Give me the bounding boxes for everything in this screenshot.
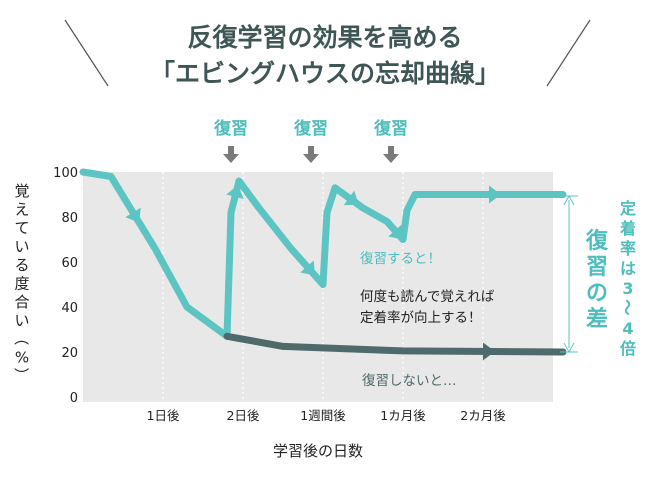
x-axis-label: 学習後の日数: [273, 442, 363, 460]
x-tick-labels: 1日後 2日後 1週間後 1カ月後 2カ月後: [147, 408, 507, 423]
y-tick-label: 0: [70, 391, 78, 406]
series-arrowhead: [388, 224, 403, 240]
x-tick-label: 1カ月後: [380, 408, 426, 423]
y-tick-label: 40: [61, 301, 78, 316]
annotation-with-review: 復習すると！: [360, 250, 441, 267]
vertical-char: 差: [586, 306, 608, 332]
series-arrowhead: [125, 207, 141, 223]
gap-bracket: [560, 194, 578, 354]
vertical-char: 定: [619, 199, 636, 218]
vertical-char: の: [586, 281, 608, 306]
series-arrowhead: [300, 260, 315, 276]
vertical-char: る: [14, 256, 29, 274]
vertical-char: 4: [622, 319, 633, 338]
vertical-char: 覚: [14, 182, 29, 200]
x-tick-label: 2日後: [227, 408, 260, 423]
y-tick-labels: 0 20 40 60 80 100: [53, 166, 78, 406]
vertical-char: 3: [622, 279, 633, 298]
vertical-char: え: [14, 201, 29, 219]
title-line-2: 「エビングハウスの忘却曲線」: [150, 59, 500, 88]
vertical-char: 復: [585, 228, 609, 254]
series-arrowhead: [489, 185, 501, 204]
review-down-arrow: [303, 146, 319, 163]
vertical-char: （: [12, 330, 30, 345]
series-lines: [79, 168, 567, 361]
review-down-arrow: [223, 146, 239, 163]
series-arrowhead: [343, 190, 359, 206]
x-tick-label: 1日後: [147, 408, 180, 423]
annotation-without-review: 復習しないと…: [362, 372, 457, 389]
review-markers: 復習 復習 復習: [213, 118, 408, 163]
annotation-note-line-2: 定着率が向上する！: [360, 309, 482, 326]
vertical-char: 着: [619, 219, 636, 238]
y-tick-label: 20: [61, 346, 78, 361]
vertical-char: は: [620, 259, 636, 278]
review-label: 復習: [373, 118, 408, 139]
vertical-char: ）: [12, 367, 30, 382]
x-tick-label: 1週間後: [300, 408, 346, 423]
vertical-char: 倍: [620, 339, 636, 358]
vertical-char: 合: [14, 293, 29, 311]
vertical-char: %: [15, 349, 29, 367]
vertical-char: ～: [617, 299, 636, 315]
vertical-char: い: [14, 238, 29, 256]
y-tick-label: 100: [53, 166, 78, 181]
series-arrowhead: [226, 185, 244, 199]
annotation-note-line-1: 何度も読んで覚えれば: [360, 289, 495, 305]
title-line-1: 反復学習の効果を高める: [187, 23, 462, 52]
vertical-char: て: [14, 219, 29, 237]
title-slash-right: [546, 19, 591, 87]
vertical-char: 度: [14, 275, 29, 293]
vertical-char: 習: [586, 255, 608, 280]
y-tick-label: 60: [61, 256, 78, 271]
series-arrowhead: [482, 342, 495, 361]
review-label: 復習: [213, 118, 248, 139]
x-tick-label: 2カ月後: [460, 408, 506, 423]
review-label: 復習: [293, 118, 328, 139]
plot-background: [83, 172, 553, 402]
review-down-arrow: [383, 146, 399, 163]
title-slash-left: [64, 19, 109, 87]
vertical-char: 率: [620, 239, 636, 258]
vertical-char: い: [14, 312, 29, 330]
y-tick-label: 80: [61, 211, 78, 226]
